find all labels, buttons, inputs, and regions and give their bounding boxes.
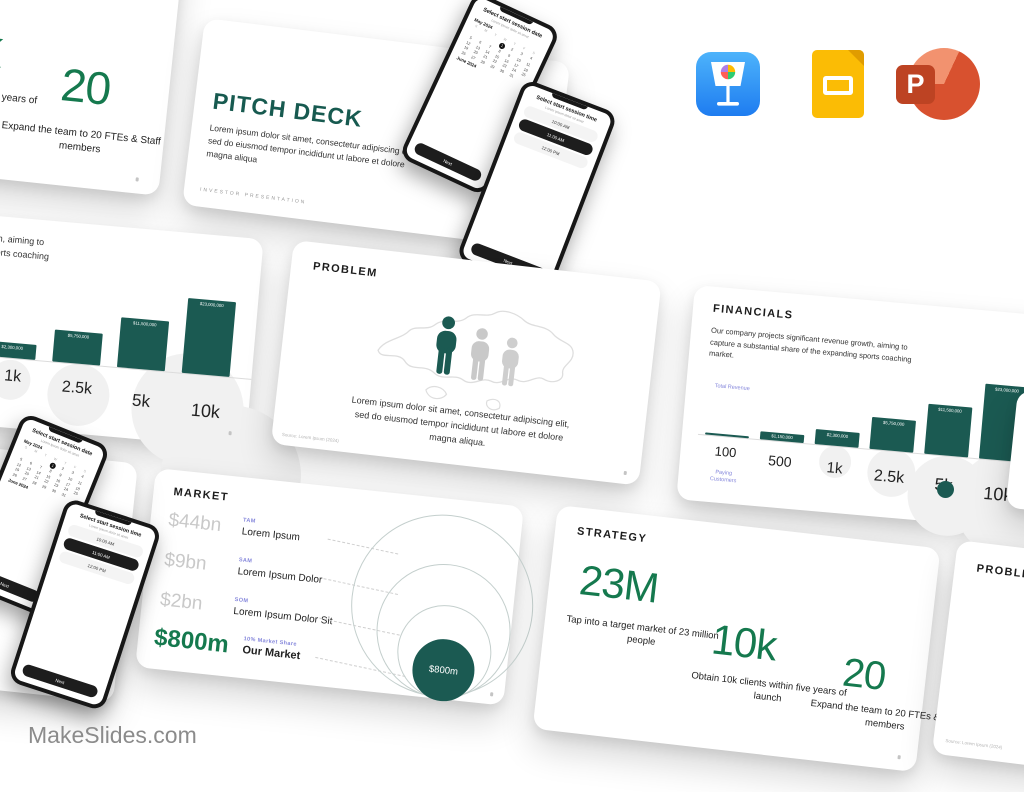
next-button: Next (21, 663, 100, 699)
bar-5k: $11,500,000 (924, 403, 973, 458)
site-brand-link[interactable]: MakeSlides.com (28, 722, 197, 748)
slide-card-phones-partial: Select start session date Lorem ipsum do… (0, 412, 163, 712)
powerpoint-icon[interactable]: P (896, 48, 980, 122)
financials-body: Our company projects significant revenue… (708, 325, 912, 364)
page-number (135, 177, 139, 182)
cover-footer: INVESTOR PRESENTATION (199, 186, 307, 206)
slide-card-market: MARKET $44bn TAM Lorem Ipsum $9bn SAM Lo… (135, 468, 543, 706)
bar-1k: $2,300,000 (0, 340, 37, 360)
slide-card-problem: PROBLEM Lorem ipsum dolor sit amet, cons… (270, 240, 662, 486)
person-icon-gray (502, 337, 519, 387)
source-note: Source: Lorem Ipsum (2024) (281, 431, 340, 444)
slide-card-strategy: STRATEGY 23M Tap into a target market of… (532, 505, 962, 773)
slide-card-cover: PITCH DECK Lorem ipsum dolor sit amet, c… (182, 0, 619, 295)
category-500: 500 (767, 452, 793, 471)
collage-stage: 10k Obtain 10k clients within five years… (0, 0, 1024, 768)
market-tag-tam: TAM (242, 517, 256, 525)
page-number (623, 470, 627, 476)
slide-card-financials: FINANCIALS Our company projects signific… (676, 285, 1024, 637)
market-amount-sam: $9bn (163, 549, 208, 575)
category-1k: 1k (825, 459, 844, 478)
slide-card-strategy-partial: 10k Obtain 10k clients within five years… (0, 0, 196, 196)
page-number (489, 692, 494, 697)
strategy-desc-10k: Obtain 10k clients within five years of … (0, 78, 38, 107)
strategy-desc-20: Expand the team to 20 FTEs & Staff membe… (1, 120, 162, 156)
keynote-icon[interactable] (696, 52, 760, 116)
market-amount-som: $2bn (159, 589, 204, 615)
strategy-number-23m: 23M (577, 556, 661, 612)
category-1k: 1k (3, 367, 22, 386)
slide-card-problem-partial: PROBLEM Source: Lorem Ipsum (2024) (931, 540, 1024, 792)
decor-teal-circle (937, 481, 954, 498)
slide-card-financials-partial: Our company projects significant revenue… (0, 208, 307, 552)
page-number (228, 431, 232, 436)
market-label-sam: Lorem Ipsum Dolor (237, 566, 323, 586)
category-5k: 5k (131, 390, 151, 412)
bar-10k: $23,000,000 (181, 298, 237, 377)
keynote-podium (711, 62, 745, 106)
market-tag-sam: SAM (238, 557, 253, 565)
x-axis-label: Paying Customers (709, 469, 737, 485)
slides-file-body (812, 50, 864, 118)
slides-frame-glyph (823, 76, 853, 95)
strategy-number-20: 20 (58, 58, 113, 116)
strategy-number-20: 20 (840, 650, 888, 699)
person-icon-teal (436, 316, 457, 375)
person-icon-gray (471, 328, 490, 381)
problem-title: PROBLEM (312, 260, 379, 280)
page-number (897, 755, 901, 760)
y-axis-label: Total Revenue (714, 383, 750, 393)
strategy-number-10k: 10k (0, 10, 5, 80)
source-note: Source: Lorem Ipsum (2024) (945, 737, 1003, 750)
financials-body: Our company projects significant revenue… (0, 217, 50, 262)
category-10k: 10k (190, 399, 221, 423)
financials-title: FINANCIALS (712, 302, 794, 322)
market-tag-som: SOM (234, 596, 249, 605)
bar-2-5k: $5,750,000 (52, 329, 103, 366)
strategy-title: STRATEGY (576, 525, 648, 546)
market-amount-tam: $44bn (167, 509, 223, 537)
bar-5k: $11,500,000 (116, 317, 170, 372)
google-slides-icon[interactable] (812, 50, 864, 118)
market-label-som: Lorem Ipsum Dolor Sit (232, 605, 333, 628)
strategy-number-10k: 10k (709, 615, 779, 670)
powerpoint-letter-tile: P (896, 65, 935, 104)
problem-title: PROBLEM (975, 562, 1024, 583)
category-100: 100 (714, 443, 738, 461)
category-2-5k: 2.5k (873, 467, 905, 487)
market-title: MARKET (172, 486, 230, 504)
market-label-tam: Lorem Ipsum (241, 526, 301, 544)
powerpoint-letter: P (906, 69, 925, 99)
market-amount-our: $800m (152, 623, 231, 659)
bar-2-5k: $5,750,000 (869, 416, 917, 453)
strategy-desc-23m: Tap into a target market of 23 million p… (565, 613, 720, 649)
